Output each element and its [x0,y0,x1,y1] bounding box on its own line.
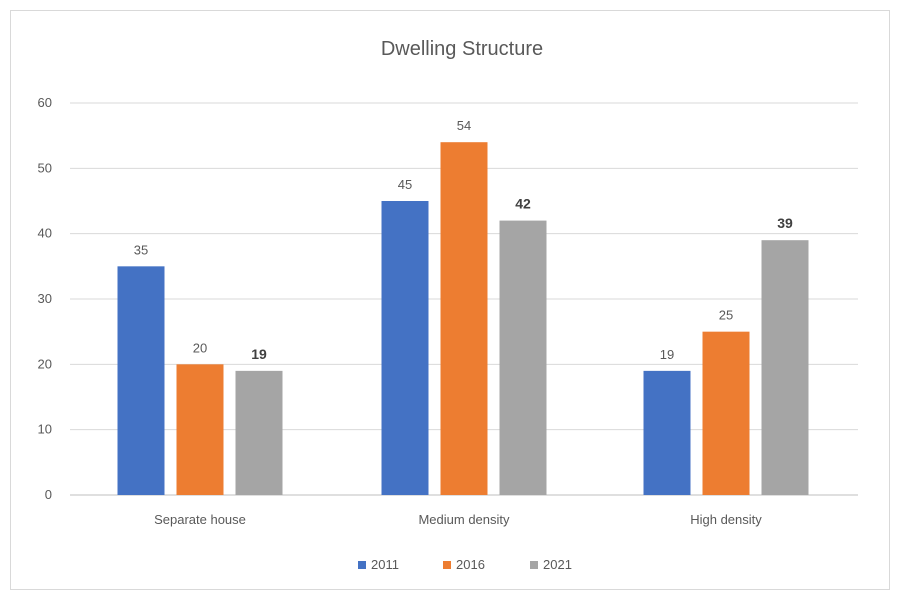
legend: 2011 2016 2021 [358,557,572,572]
data-label: 20 [193,340,207,355]
bar-2021-1 [499,220,547,495]
x-category-label: High density [690,512,762,527]
x-category-label: Medium density [418,512,510,527]
data-label: 35 [134,242,148,257]
y-axis-ticks: 0 10 20 30 40 50 60 [38,95,52,502]
legend-swatch [358,561,366,569]
y-tick-label: 40 [38,226,52,241]
legend-label: 2021 [543,557,572,572]
y-tick-label: 10 [38,422,52,437]
data-label: 19 [251,346,267,362]
y-tick-label: 20 [38,356,52,371]
chart-title: Dwelling Structure [381,38,543,60]
bar-2016-0 [176,364,224,495]
data-label: 42 [515,196,531,212]
bar-2011-2 [643,370,691,495]
data-label: 54 [457,118,471,133]
y-tick-label: 0 [45,487,52,502]
bar-2011-1 [381,201,429,495]
data-label: 39 [777,215,793,231]
legend-label: 2016 [456,557,485,572]
data-label: 45 [398,177,412,192]
bar-2016-1 [440,142,488,495]
bar-2016-2 [702,331,750,495]
data-label: 25 [719,308,733,323]
bar-2011-0 [117,266,165,495]
legend-swatch [443,561,451,569]
bar-2021-2 [761,240,809,495]
legend-label: 2011 [371,557,399,572]
y-tick-label: 50 [38,160,52,175]
bars [117,142,809,495]
chart: Dwelling Structure 0 10 20 30 40 50 60 35 45 19 2… [38,38,858,572]
data-labels: 35 45 19 20 54 25 19 42 39 [134,118,793,362]
y-tick-label: 30 [38,291,52,306]
x-axis-labels: Separate house Medium density High density [154,512,762,527]
data-label: 19 [660,347,674,362]
x-category-label: Separate house [154,512,246,527]
y-tick-label: 60 [38,95,52,110]
bar-2021-0 [235,370,283,495]
legend-swatch [530,561,538,569]
